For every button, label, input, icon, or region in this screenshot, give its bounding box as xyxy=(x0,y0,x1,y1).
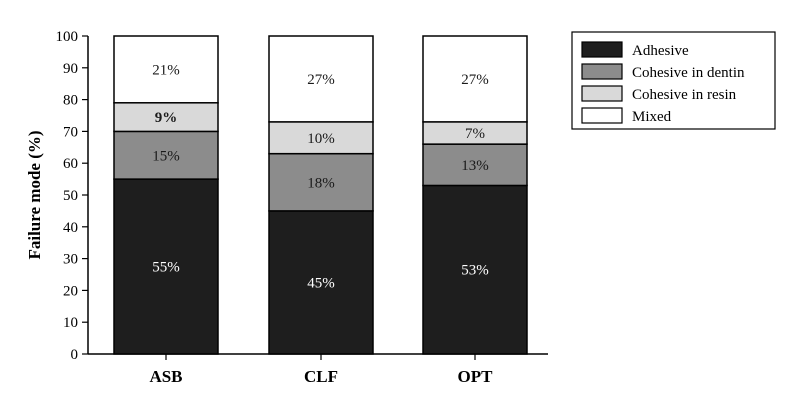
bar-segment-cohesive-in-dentin xyxy=(268,152,374,212)
legend-swatch xyxy=(581,85,623,102)
segment-value-label: 21% xyxy=(152,62,180,78)
segment-value-label: 9% xyxy=(155,110,178,126)
bar-segment-mixed xyxy=(113,35,219,104)
bar-segment-cohesive-in-dentin xyxy=(422,143,528,187)
y-tick-label: 20 xyxy=(63,283,78,299)
y-tick-label: 90 xyxy=(63,61,78,77)
segment-labels: 55% 15% 9% 21% 45% 18% 10% 27% 53% 13% 7% 27% xyxy=(152,62,489,291)
y-tick-label: 100 xyxy=(56,29,79,45)
y-tick-label: 80 xyxy=(63,93,78,109)
y-tick-label: 60 xyxy=(63,156,78,172)
segment-value-label: 45% xyxy=(307,275,335,291)
bar-segment-mixed xyxy=(268,35,374,123)
y-tick-label: 40 xyxy=(63,220,78,236)
bar-segment-adhesive xyxy=(113,178,219,355)
y-tick-label: 10 xyxy=(63,315,78,331)
segment-value-label: 55% xyxy=(152,260,180,276)
segment-value-label: 7% xyxy=(465,126,485,142)
y-tick-label: 0 xyxy=(71,347,79,363)
segment-value-label: 27% xyxy=(461,72,489,88)
segment-value-label: 13% xyxy=(461,158,489,174)
legend-swatch xyxy=(581,63,623,80)
legend-swatch xyxy=(581,41,623,58)
legend-label: Adhesive xyxy=(632,43,689,59)
legend-label: Mixed xyxy=(632,109,672,125)
x-category-label: OPT xyxy=(458,367,494,386)
x-category-label: ASB xyxy=(149,367,182,386)
segment-value-label: 18% xyxy=(307,175,335,191)
bar-segment-mixed xyxy=(422,35,528,123)
segment-value-label: 15% xyxy=(152,148,180,164)
segment-value-label: 53% xyxy=(461,263,489,279)
legend-label: Cohesive in dentin xyxy=(632,65,745,81)
bar-segment-adhesive xyxy=(422,184,528,355)
y-tick-label: 50 xyxy=(63,188,78,204)
y-tick-label: 70 xyxy=(63,124,78,140)
axes: 0 10 20 30 40 50 60 70 80 90 100 ASB CLF OPT xyxy=(56,29,548,386)
segment-value-label: 10% xyxy=(307,131,335,147)
bar-segment-cohesive-in-dentin xyxy=(113,130,219,180)
legend: Adhesive Cohesive in dentin Cohesive in re… xyxy=(571,31,776,130)
legend-label: Cohesive in resin xyxy=(632,87,737,103)
bar-segment-cohesive-in-resin xyxy=(268,121,374,155)
legend-swatch xyxy=(581,107,623,124)
bar-segment-adhesive xyxy=(268,210,374,355)
segment-value-label: 27% xyxy=(307,72,335,88)
y-tick-label: 30 xyxy=(63,252,78,268)
x-category-label: CLF xyxy=(304,367,338,386)
bars xyxy=(113,35,528,355)
y-axis-title: Failure mode (%) xyxy=(25,130,44,259)
